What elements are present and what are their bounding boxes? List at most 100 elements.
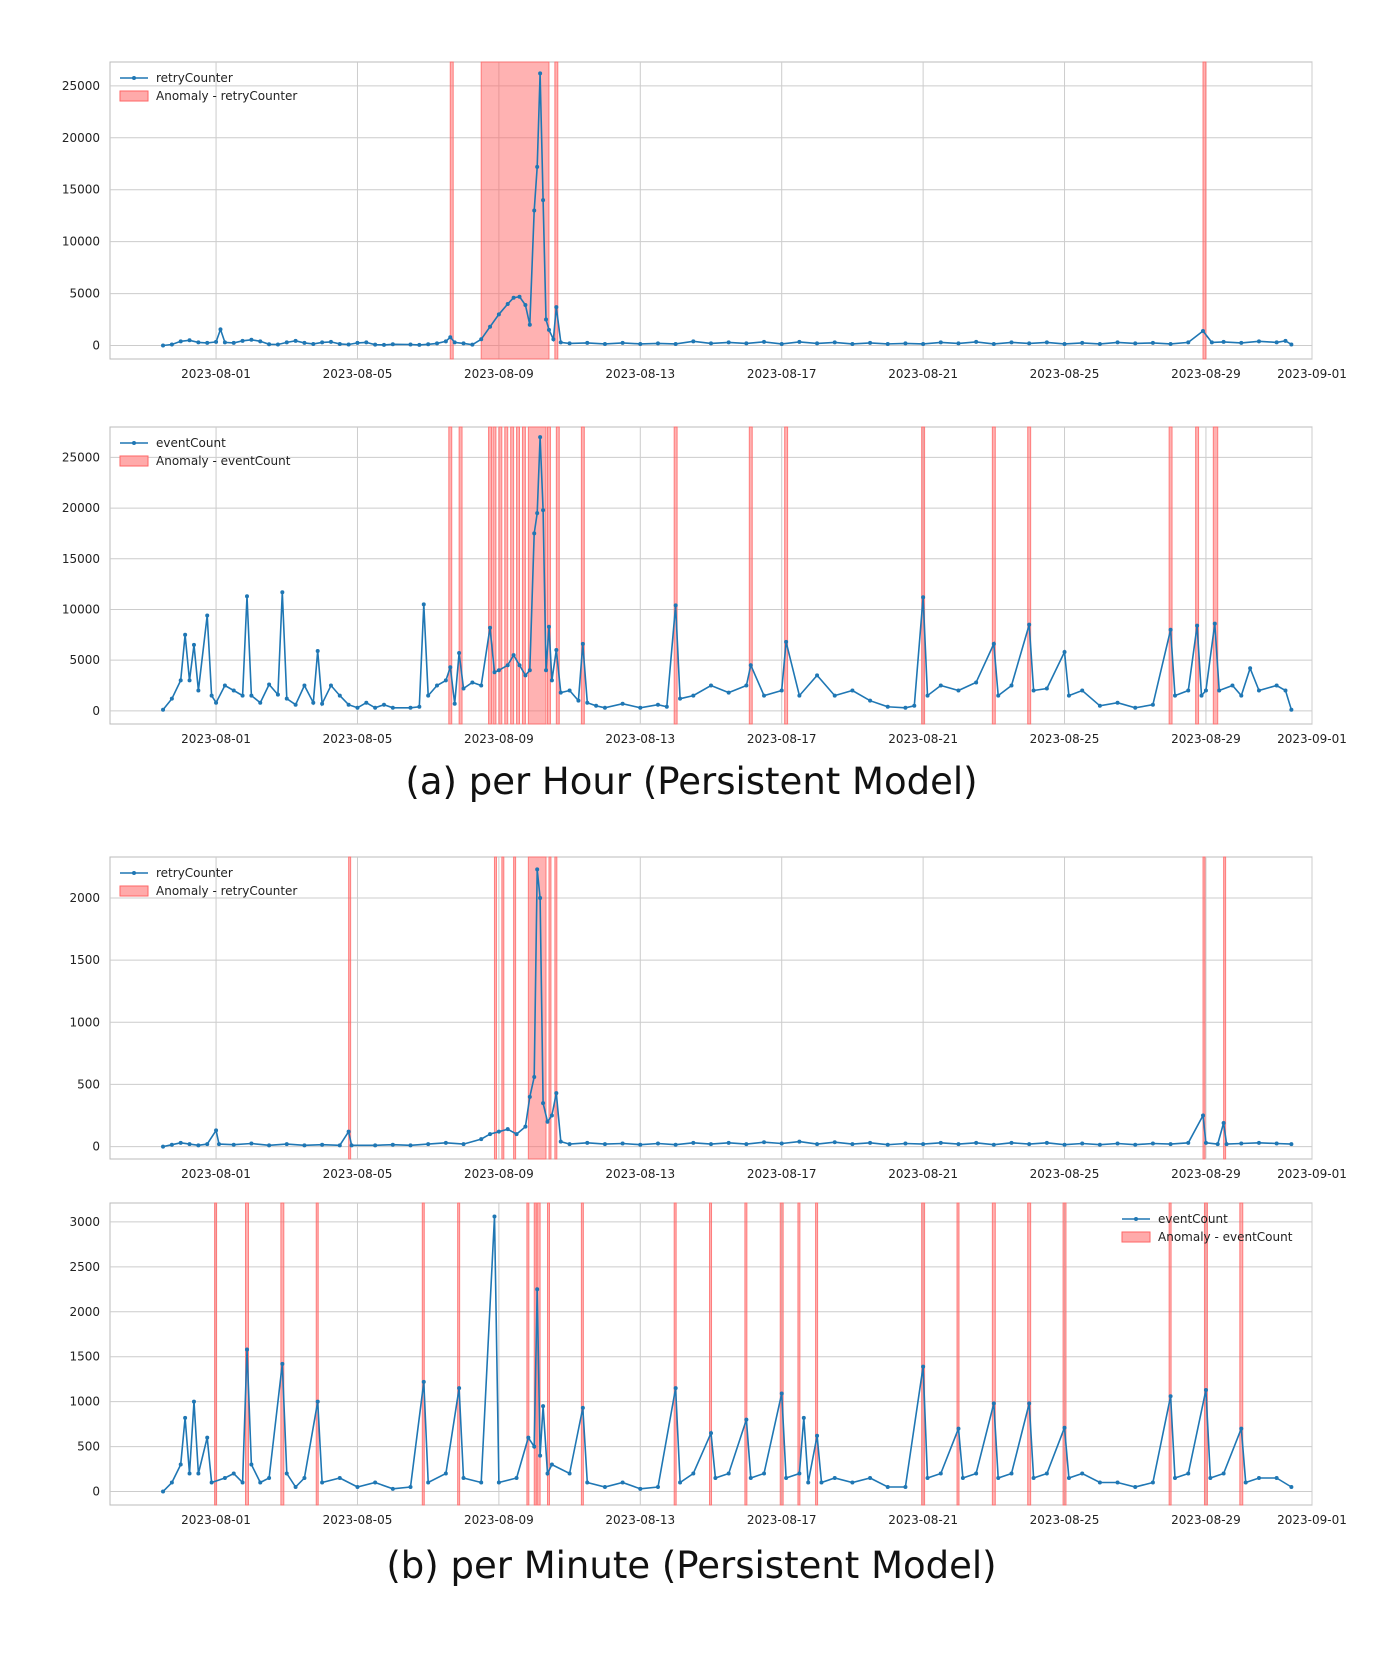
data-point — [1239, 1141, 1244, 1146]
data-point — [1209, 340, 1214, 345]
data-point — [311, 700, 316, 705]
data-point — [244, 594, 249, 599]
data-point — [320, 701, 325, 706]
data-point — [187, 678, 192, 683]
data-point — [488, 625, 493, 630]
data-point — [558, 340, 563, 345]
data-point — [1062, 650, 1067, 655]
data-point — [284, 340, 289, 345]
data-point — [183, 1415, 188, 1420]
data-point — [762, 693, 767, 698]
data-point — [311, 341, 316, 346]
data-point — [620, 1480, 625, 1485]
data-point — [748, 663, 753, 668]
x-tick-label: 2023-09-01 — [1277, 1513, 1347, 1527]
data-point — [214, 339, 219, 344]
data-point — [205, 613, 210, 618]
data-point — [779, 1141, 784, 1146]
data-point — [511, 653, 516, 658]
data-point — [885, 1142, 890, 1147]
data-point — [585, 340, 590, 345]
y-tick-label: 500 — [77, 1440, 100, 1454]
anomaly-band — [1223, 856, 1227, 1160]
data-point — [381, 342, 386, 347]
data-point — [726, 1140, 731, 1145]
anomaly-band — [1202, 61, 1207, 360]
data-point — [549, 678, 554, 683]
x-tick-label: 2023-09-01 — [1277, 1167, 1347, 1181]
x-tick-label: 2023-08-29 — [1171, 367, 1241, 381]
data-point — [1203, 1387, 1208, 1392]
data-point — [355, 705, 360, 710]
data-point — [921, 1364, 926, 1369]
anomaly-band — [580, 426, 585, 725]
data-point — [1009, 683, 1014, 688]
data-point — [1080, 340, 1085, 345]
data-point — [850, 1480, 855, 1485]
data-point — [1097, 703, 1102, 708]
data-point — [470, 680, 475, 685]
data-point — [938, 340, 943, 345]
data-point — [912, 703, 917, 708]
legend-anomaly-swatch — [119, 90, 149, 102]
data-point — [1097, 1142, 1102, 1147]
anomaly-band — [815, 1202, 819, 1506]
data-point — [580, 641, 585, 646]
data-point — [602, 705, 607, 710]
anomaly-band — [480, 61, 550, 360]
data-point — [443, 1471, 448, 1476]
data-point — [541, 1101, 546, 1106]
chart-panel-4: 2023-08-01 2023-08-05 2023-08-09 2023-08-13… — [69, 1202, 1347, 1527]
data-point — [196, 688, 201, 693]
data-point — [337, 341, 342, 346]
data-point — [452, 701, 457, 706]
x-tick-label: 2023-08-13 — [605, 367, 675, 381]
data-point — [214, 700, 219, 705]
anomaly-band — [527, 426, 547, 725]
data-point — [479, 337, 484, 342]
x-tick-label: 2023-08-25 — [1030, 1167, 1100, 1181]
x-tick-label: 2023-08-09 — [464, 1513, 534, 1527]
legend-anomaly-swatch — [119, 455, 149, 467]
data-point — [209, 1480, 214, 1485]
data-point — [178, 1140, 183, 1145]
plot-area — [109, 426, 1313, 725]
x-tick-label: 2023-08-29 — [1171, 1167, 1241, 1181]
data-point — [496, 668, 501, 673]
data-point — [532, 1074, 537, 1079]
data-point — [532, 208, 537, 213]
data-point — [523, 673, 528, 678]
data-point — [784, 639, 789, 644]
data-point — [505, 663, 510, 668]
data-point — [585, 700, 590, 705]
data-point — [779, 341, 784, 346]
data-point — [779, 1391, 784, 1396]
data-point — [541, 198, 546, 203]
data-point — [217, 1142, 222, 1147]
data-point — [797, 339, 802, 344]
x-tick-label: 2023-08-21 — [888, 367, 958, 381]
x-tick-label: 2023-08-21 — [888, 1167, 958, 1181]
data-point — [1221, 339, 1226, 344]
data-point — [956, 341, 961, 346]
legend: eventCount Anomaly - eventCount — [119, 436, 291, 468]
data-point — [1031, 688, 1036, 693]
data-point — [479, 1480, 484, 1485]
data-point — [258, 1480, 263, 1485]
chart-panel-3: 2023-08-01 2023-08-05 2023-08-09 2023-08-13… — [69, 856, 1347, 1181]
data-point — [1256, 1476, 1261, 1481]
data-point — [797, 1139, 802, 1144]
data-point — [1274, 683, 1279, 688]
data-point — [748, 1476, 753, 1481]
data-point — [479, 1137, 484, 1142]
data-point — [187, 338, 192, 343]
data-point — [541, 1404, 546, 1409]
anomaly-band — [546, 1202, 550, 1506]
x-tick-label: 2023-08-13 — [605, 1513, 675, 1527]
anomaly-band — [526, 1202, 530, 1506]
y-tick-label: 1000 — [69, 1015, 100, 1029]
data-point — [373, 1143, 378, 1148]
data-point — [1168, 627, 1173, 632]
y-tick-label: 20000 — [62, 501, 100, 515]
